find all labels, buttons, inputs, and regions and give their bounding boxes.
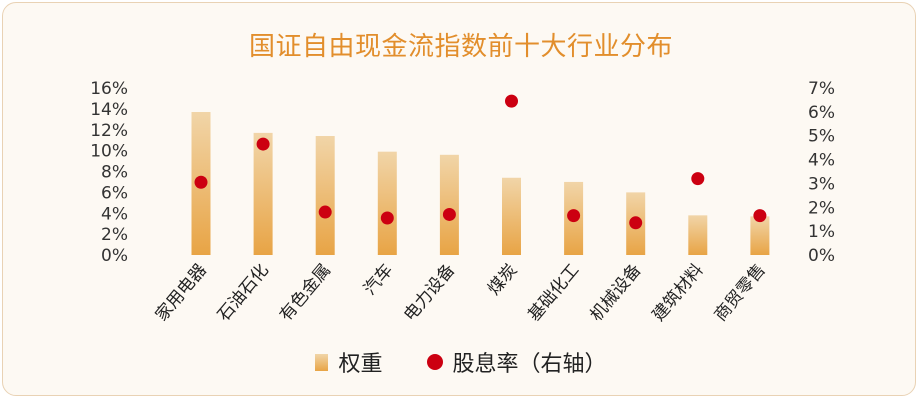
category-label: 煤炭 xyxy=(484,260,521,299)
dividend-yield-series xyxy=(194,94,767,230)
left-tick-label: 14% xyxy=(90,100,128,120)
legend: 权重 股息率（右轴） xyxy=(0,346,922,378)
dot-dividend-yield xyxy=(256,137,270,151)
dot-dividend-yield xyxy=(380,211,394,225)
category-label: 建筑材料 xyxy=(649,260,708,325)
chart-card xyxy=(2,2,916,396)
right-tick-label: 0% xyxy=(808,246,835,266)
right-tick-label: 2% xyxy=(808,198,835,218)
dot-dividend-yield xyxy=(691,172,705,186)
category-label: 电力设备 xyxy=(400,260,459,325)
legend-label-weight: 权重 xyxy=(338,352,383,377)
dot-dividend-yield xyxy=(753,209,767,223)
right-tick-label: 3% xyxy=(808,174,835,194)
bar-weight xyxy=(315,136,335,255)
legend-label-dividend: 股息率（右轴） xyxy=(452,352,607,377)
dot-dividend-yield xyxy=(567,209,581,223)
left-tick-label: 8% xyxy=(101,163,128,183)
legend-item-dividend: 股息率（右轴） xyxy=(426,346,607,378)
left-tick-label: 6% xyxy=(101,183,128,203)
legend-item-weight: 权重 xyxy=(315,346,383,378)
right-tick-label: 5% xyxy=(808,127,835,147)
dot-dividend-yield xyxy=(194,175,208,189)
bar-weight xyxy=(502,177,521,255)
category-label: 家用电器 xyxy=(152,260,211,325)
left-tick-label: 2% xyxy=(101,225,128,245)
bar-weight xyxy=(377,151,397,255)
category-label: 基础化工 xyxy=(524,260,583,325)
bar-weight xyxy=(439,154,459,255)
right-tick-label: 4% xyxy=(808,151,835,171)
category-label: 石油石化 xyxy=(214,260,273,325)
left-tick-label: 0% xyxy=(101,246,128,266)
left-tick-label: 16% xyxy=(90,79,128,99)
dot-dividend-yield xyxy=(629,216,643,230)
left-y-axis: 0%2%4%6%8%10%12%14%16% xyxy=(90,79,128,266)
category-label: 商贸零售 xyxy=(711,260,770,325)
left-tick-label: 4% xyxy=(101,204,128,224)
bar-weight xyxy=(688,215,708,255)
right-tick-label: 1% xyxy=(808,222,835,242)
bar-weight xyxy=(253,132,273,255)
x-axis-labels: 家用电器 石油石化 有色金属 汽车 电力设备 煤炭 基础化工 机械设备 建筑材料 商贸零售 xyxy=(152,260,770,325)
category-label: 汽车 xyxy=(360,260,397,299)
chart-title: 国证自由现金流指数前十大行业分布 xyxy=(248,32,673,62)
category-label: 机械设备 xyxy=(586,260,645,325)
bar-swatch-icon xyxy=(315,353,329,371)
left-tick-label: 12% xyxy=(90,121,128,141)
dot-dividend-yield xyxy=(505,94,518,108)
bar-series xyxy=(191,112,770,255)
dot-dividend-yield xyxy=(318,205,332,219)
left-tick-label: 10% xyxy=(90,142,128,162)
right-tick-label: 6% xyxy=(808,103,835,123)
dot-dividend-yield xyxy=(442,207,456,221)
right-y-axis: 0% 1% 2% 3% 4% 5% 6% 7% xyxy=(808,79,835,266)
bar-weight xyxy=(750,216,770,255)
dot-swatch-icon xyxy=(426,354,443,370)
category-label: 有色金属 xyxy=(276,260,335,325)
right-tick-label: 7% xyxy=(808,79,835,99)
